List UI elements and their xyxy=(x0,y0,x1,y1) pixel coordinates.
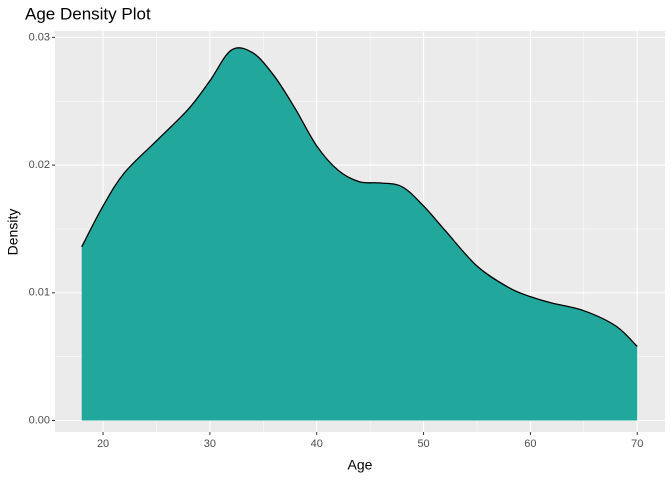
density-line xyxy=(81,47,638,347)
y-tick-label: 0.01 xyxy=(29,287,50,299)
y-tick-label: 0.03 xyxy=(29,31,50,43)
x-tick-label: 20 xyxy=(97,438,109,450)
y-tick-label: 0.02 xyxy=(29,159,50,171)
x-tick-label: 70 xyxy=(631,438,643,450)
x-axis-title: Age xyxy=(348,457,373,473)
x-tick-label: 60 xyxy=(524,438,536,450)
x-tick-label: 40 xyxy=(311,438,323,450)
x-tick-label: 50 xyxy=(417,438,429,450)
x-tick-label: 30 xyxy=(204,438,216,450)
y-tick-label: 0.00 xyxy=(29,414,50,426)
density-area xyxy=(81,47,638,421)
y-axis-title: Density xyxy=(5,209,21,256)
chart-title: Age Density Plot xyxy=(25,4,151,23)
